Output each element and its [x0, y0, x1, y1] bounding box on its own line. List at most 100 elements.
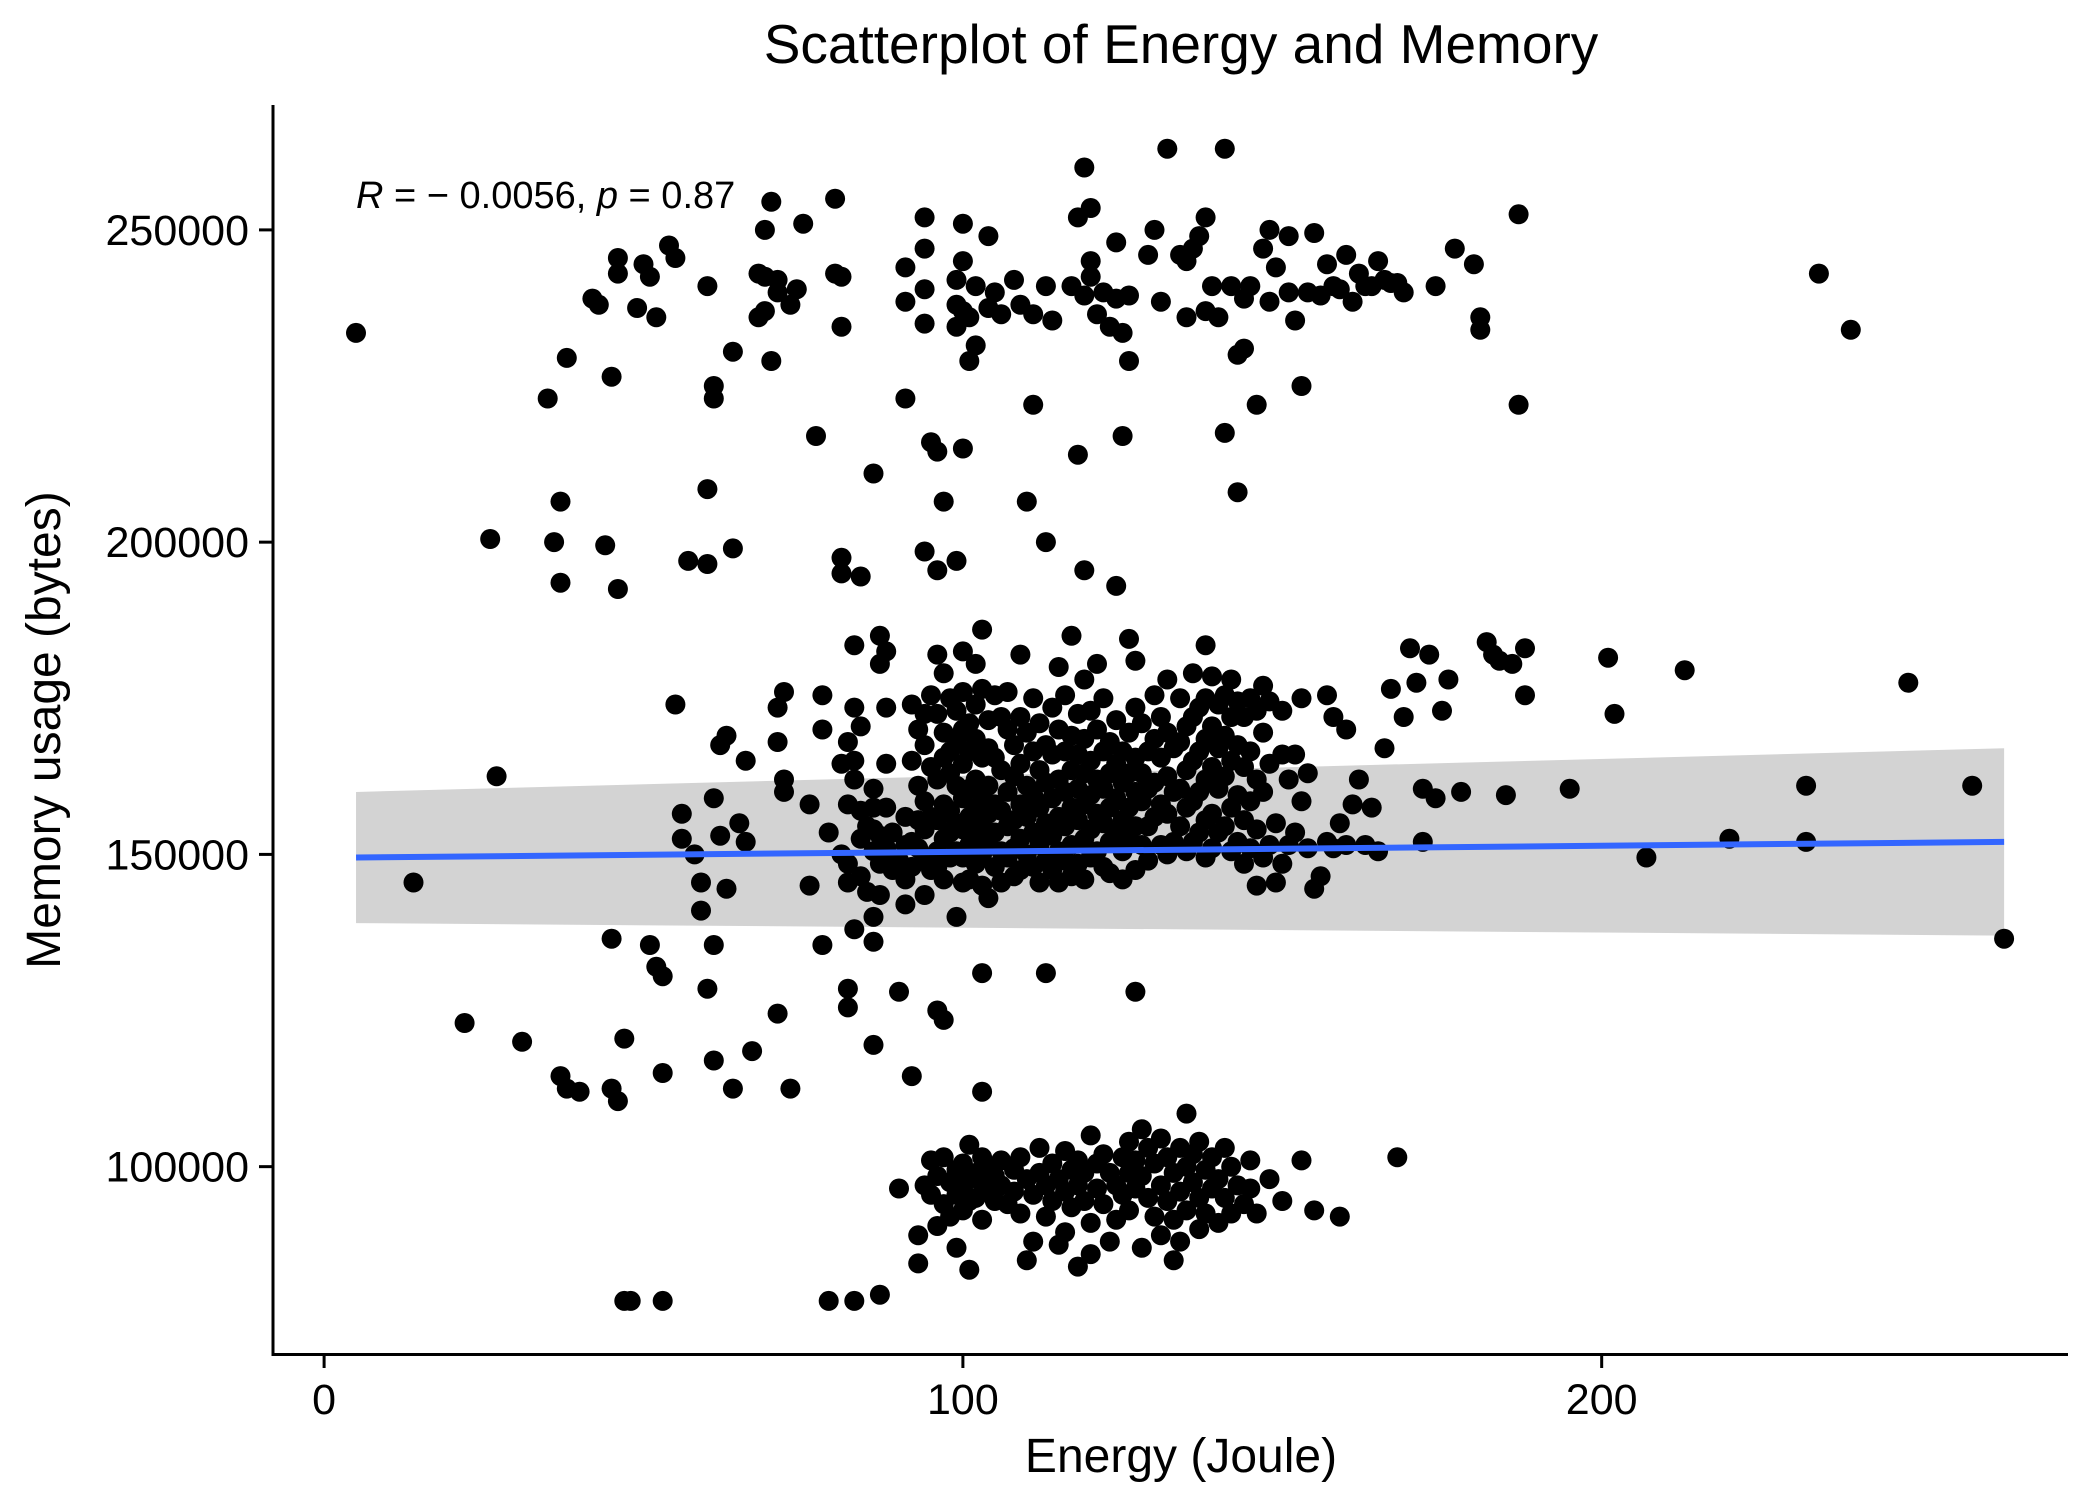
data-point [774, 682, 794, 702]
data-point [812, 935, 833, 955]
data-point [952, 438, 973, 459]
data-point [1119, 628, 1139, 649]
data-point [1291, 376, 1312, 396]
data-point [1080, 266, 1101, 287]
data-point [978, 775, 999, 796]
p-value: = 0.87 [618, 175, 735, 217]
data-point [927, 703, 948, 724]
data-point [550, 572, 571, 593]
data-point [1112, 426, 1133, 446]
data-point [722, 1078, 743, 1099]
data-point [914, 885, 935, 905]
data-point [837, 732, 858, 752]
data-point [652, 966, 673, 987]
data-point [735, 750, 756, 771]
data-point [1259, 835, 1280, 855]
data-point [1304, 1200, 1325, 1221]
data-point [965, 335, 986, 356]
data-point [1234, 757, 1254, 777]
data-point [607, 248, 628, 268]
data-point [818, 1290, 839, 1311]
data-point [837, 997, 858, 1018]
data-point [1336, 244, 1357, 265]
data-point [1042, 310, 1063, 331]
data-point [1246, 1203, 1267, 1224]
data-point [927, 560, 948, 581]
data-point [895, 257, 916, 278]
data-point [946, 550, 967, 571]
data-point [652, 1290, 673, 1311]
data-point [1393, 282, 1414, 303]
data-point [1380, 678, 1401, 699]
data-point [1508, 394, 1529, 415]
data-point [908, 1225, 929, 1246]
data-point [831, 266, 852, 287]
data-point [959, 307, 980, 328]
data-point [1214, 138, 1235, 159]
data-point [1796, 775, 1817, 796]
data-point [1080, 700, 1101, 721]
data-point [946, 700, 967, 721]
data-point [697, 479, 718, 500]
data-point [946, 906, 967, 927]
data-point [1285, 822, 1306, 843]
data-point [869, 625, 890, 646]
data-point [691, 900, 711, 921]
data-point [761, 351, 782, 371]
data-point [895, 894, 916, 915]
data-point [1170, 778, 1191, 799]
data-point [844, 769, 865, 790]
data-point [1023, 1231, 1044, 1252]
data-point [1087, 653, 1107, 674]
data-point [1144, 219, 1165, 240]
data-point [1246, 875, 1267, 896]
y-axis-ticks: 100000 150000 200000 250000 [106, 207, 273, 1192]
data-point [1138, 244, 1159, 265]
data-point [1029, 713, 1050, 734]
data-point [1202, 666, 1222, 687]
data-point [786, 279, 807, 300]
data-point [1259, 1169, 1280, 1190]
data-point [1348, 769, 1369, 790]
data-point [1502, 653, 1523, 674]
data-point [1438, 669, 1459, 690]
data-point [793, 213, 814, 234]
data-point [1138, 850, 1159, 871]
data-point [1285, 310, 1306, 331]
data-point [946, 1237, 967, 1258]
data-point [972, 1081, 993, 1102]
data-point [1080, 1212, 1101, 1233]
data-point [716, 878, 737, 899]
data-point [652, 1063, 673, 1083]
data-point [959, 1259, 980, 1280]
data-point [844, 635, 865, 656]
data-point [1125, 1150, 1146, 1171]
data-point [1278, 226, 1299, 247]
data-point [703, 388, 724, 409]
data-point [1048, 657, 1069, 677]
data-point [1004, 735, 1024, 756]
data-point [1246, 819, 1267, 840]
chart-title: Scatterplot of Energy and Memory [764, 13, 1599, 75]
data-point [716, 725, 737, 746]
data-point [1214, 1137, 1235, 1158]
data-point [1253, 238, 1274, 259]
data-point [1387, 1147, 1408, 1168]
data-point [1093, 1144, 1114, 1165]
data-point [1470, 307, 1491, 328]
data-point [1221, 669, 1242, 690]
data-point [1304, 223, 1325, 243]
data-point [1559, 778, 1580, 799]
data-point [914, 735, 935, 756]
data-point [1202, 803, 1222, 824]
data-point [933, 1147, 954, 1168]
data-point [1195, 635, 1216, 656]
data-point [1317, 685, 1337, 706]
data-point [1067, 444, 1088, 465]
data-point [1208, 1169, 1229, 1190]
data-point [1010, 1203, 1031, 1224]
data-point [1119, 285, 1139, 306]
p-symbol: p [596, 175, 618, 217]
data-point [1125, 650, 1146, 671]
data-point [831, 563, 852, 584]
